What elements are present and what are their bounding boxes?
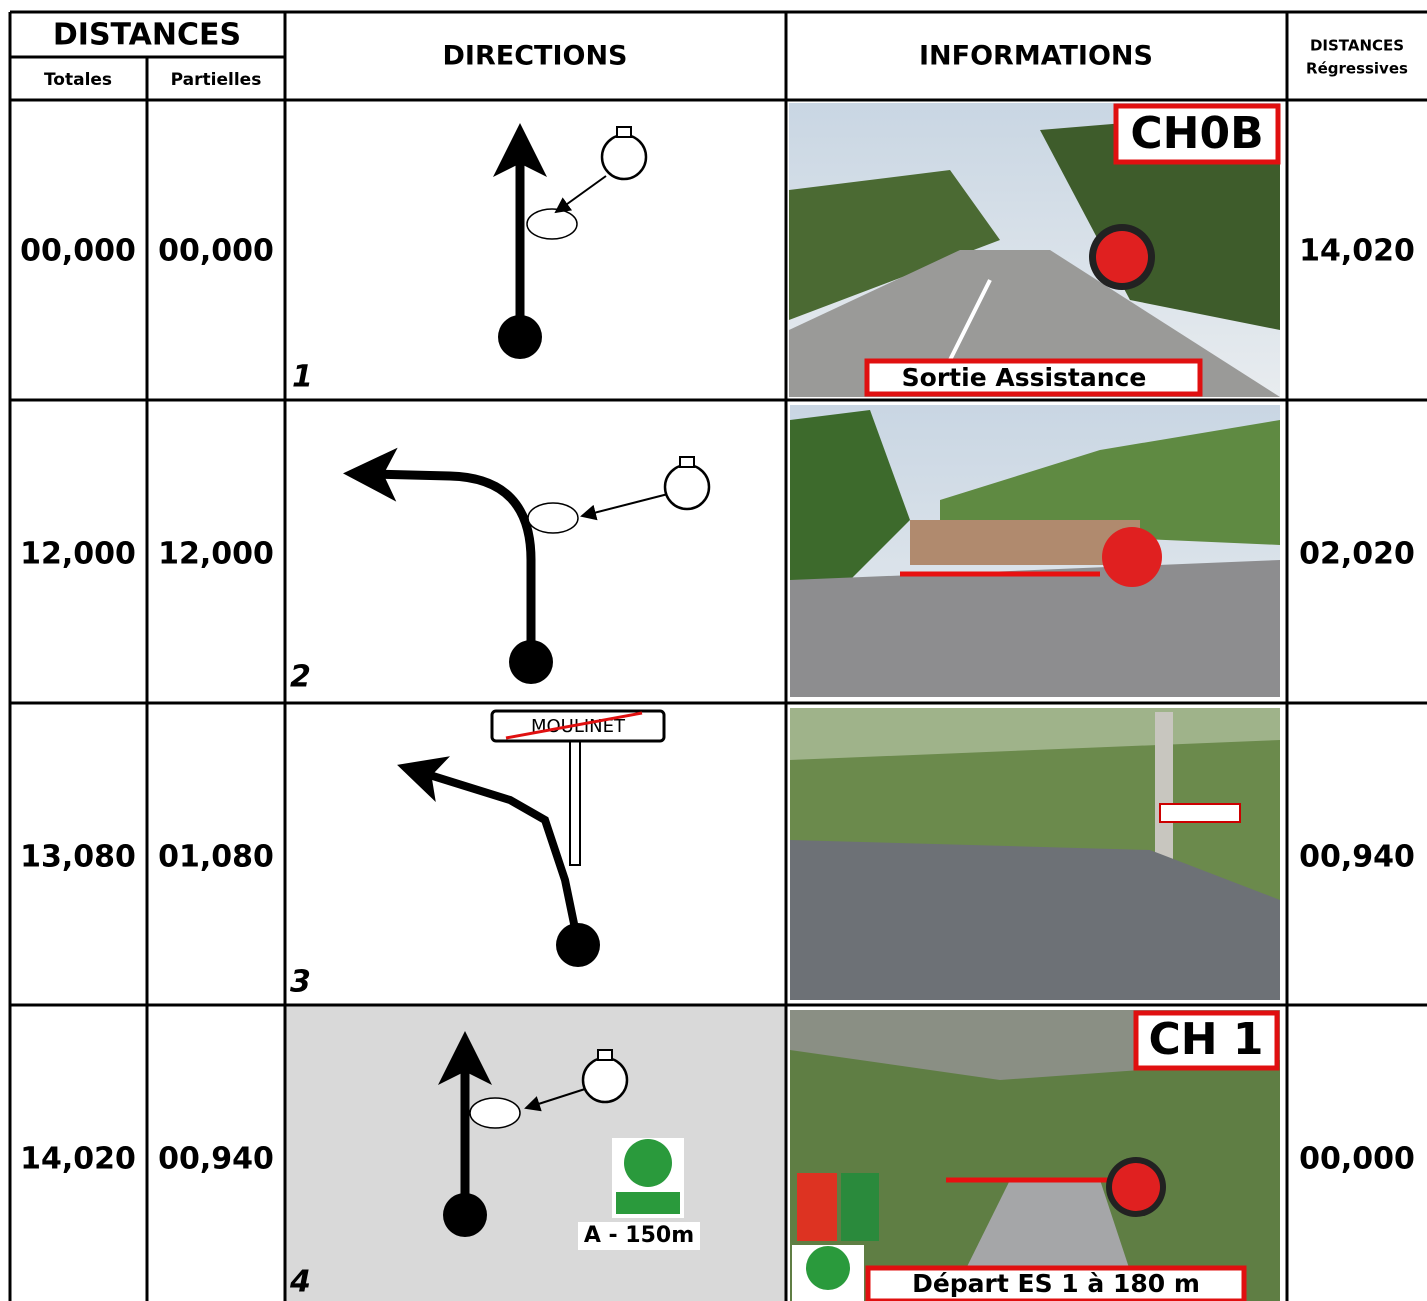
total-distance: 12,000 xyxy=(20,537,136,572)
row-1: 00,000 00,000 1 14,020 CH0B Sortie Assis… xyxy=(20,103,1415,397)
badge: CH 1 xyxy=(1148,1014,1263,1065)
header-sub: Régressives xyxy=(1306,60,1408,78)
remaining-distance: 02,020 xyxy=(1299,537,1415,572)
header-title: INFORMATIONS xyxy=(919,41,1153,72)
badge-box xyxy=(1113,103,1281,165)
partial-distance: 12,000 xyxy=(158,537,274,572)
partial-distance: 01,080 xyxy=(158,840,274,875)
step-number: 2 xyxy=(290,660,311,695)
table-grid xyxy=(8,10,1427,1301)
total-distance: 13,080 xyxy=(20,840,136,875)
caption-box xyxy=(864,358,1203,397)
header-title: DIRECTIONS xyxy=(443,41,628,72)
photo-2 xyxy=(790,405,1280,697)
note: A - 150m xyxy=(584,1223,694,1248)
header-sub: Totales xyxy=(44,70,112,90)
step-number: 3 xyxy=(290,965,311,1000)
highlight-bg xyxy=(286,1006,786,1301)
badge: CH0B xyxy=(1130,108,1263,159)
row-2: 12,000 12,000 2 02,020 xyxy=(20,447,1415,695)
header-sub: Partielles xyxy=(171,70,262,90)
badge-box xyxy=(1133,1010,1280,1071)
caption-box xyxy=(865,1265,1247,1301)
row-4: 14,020 00,940 4 00,000 CH 1 Départ ES 1 … xyxy=(20,1010,1415,1301)
header-title: DISTANCES xyxy=(53,18,241,53)
row-3: 13,080 01,080 3 00,940 MOULINET xyxy=(20,709,1415,1000)
remaining-distance: 00,940 xyxy=(1299,840,1415,875)
remaining-distance: 14,020 xyxy=(1299,234,1415,269)
total-distance: 14,020 xyxy=(20,1142,136,1177)
caption: Sortie Assistance xyxy=(902,363,1147,392)
header-sub: DISTANCES xyxy=(1310,37,1404,55)
partial-distance: 00,940 xyxy=(158,1142,274,1177)
photo-3 xyxy=(790,708,1280,1000)
step-number: 4 xyxy=(289,1265,311,1300)
partial-distance: 00,000 xyxy=(158,234,274,269)
remaining-distance: 00,000 xyxy=(1299,1142,1415,1177)
caption: Départ ES 1 à 180 m xyxy=(912,1269,1200,1298)
step-number: 1 xyxy=(292,360,313,395)
total-distance: 00,000 xyxy=(20,234,136,269)
